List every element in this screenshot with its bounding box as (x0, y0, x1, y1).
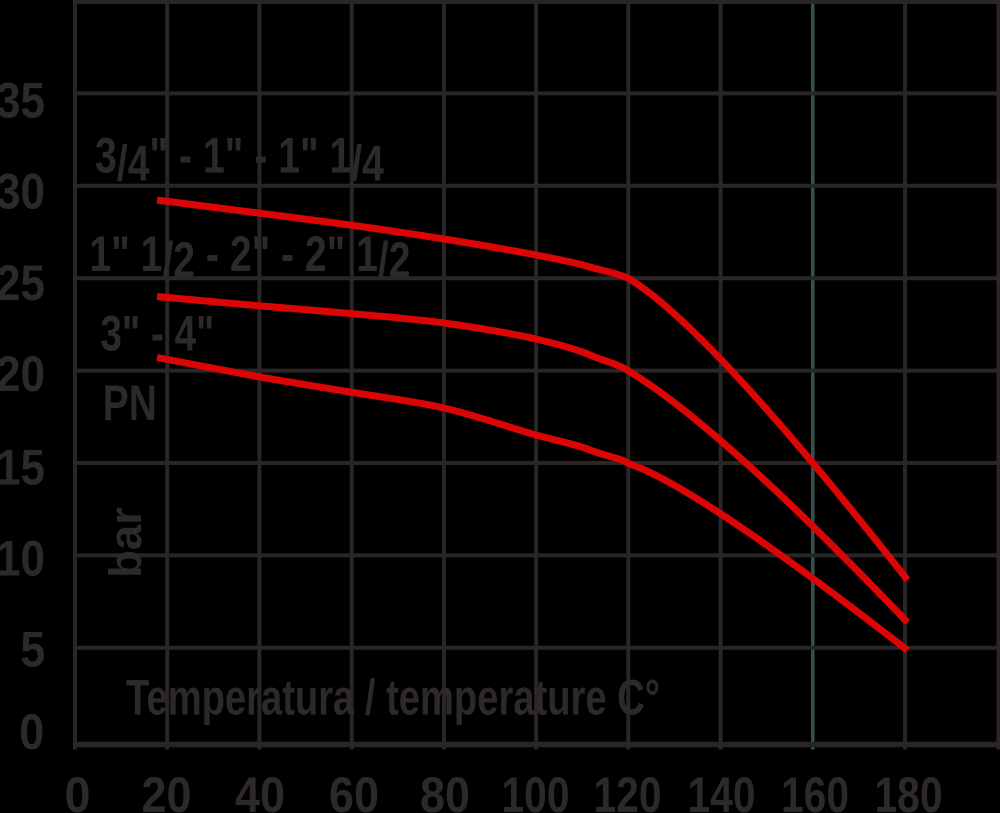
svg-text:140: 140 (688, 767, 756, 813)
svg-text:0: 0 (65, 767, 91, 813)
svg-text:25: 25 (0, 255, 45, 311)
svg-text:1" 1/2 - 2" - 2" 1/2: 1" 1/2 - 2" - 2" 1/2 (90, 226, 411, 288)
svg-text:80: 80 (420, 767, 470, 813)
svg-text:60: 60 (329, 767, 379, 813)
svg-text:180: 180 (875, 767, 943, 813)
svg-text:20: 20 (142, 767, 192, 813)
svg-text:40: 40 (235, 767, 285, 813)
svg-text:PN: PN (103, 375, 157, 431)
svg-text:15: 15 (0, 439, 45, 495)
svg-text:3/4" - 1" - 1" 1/4: 3/4" - 1" - 1" 1/4 (95, 128, 384, 192)
svg-text:Temperatura / temperature C°: Temperatura / temperature C° (126, 670, 660, 726)
svg-text:30: 30 (0, 164, 45, 220)
svg-text:120: 120 (594, 767, 662, 813)
svg-text:160: 160 (781, 767, 849, 813)
svg-text:5: 5 (20, 622, 45, 678)
svg-text:3" - 4": 3" - 4" (100, 306, 214, 362)
svg-text:0: 0 (19, 704, 44, 760)
svg-text:100: 100 (502, 767, 570, 813)
svg-text:20: 20 (0, 346, 45, 402)
svg-text:10: 10 (0, 531, 45, 587)
svg-text:35: 35 (0, 72, 45, 128)
svg-text:bar: bar (100, 507, 151, 578)
